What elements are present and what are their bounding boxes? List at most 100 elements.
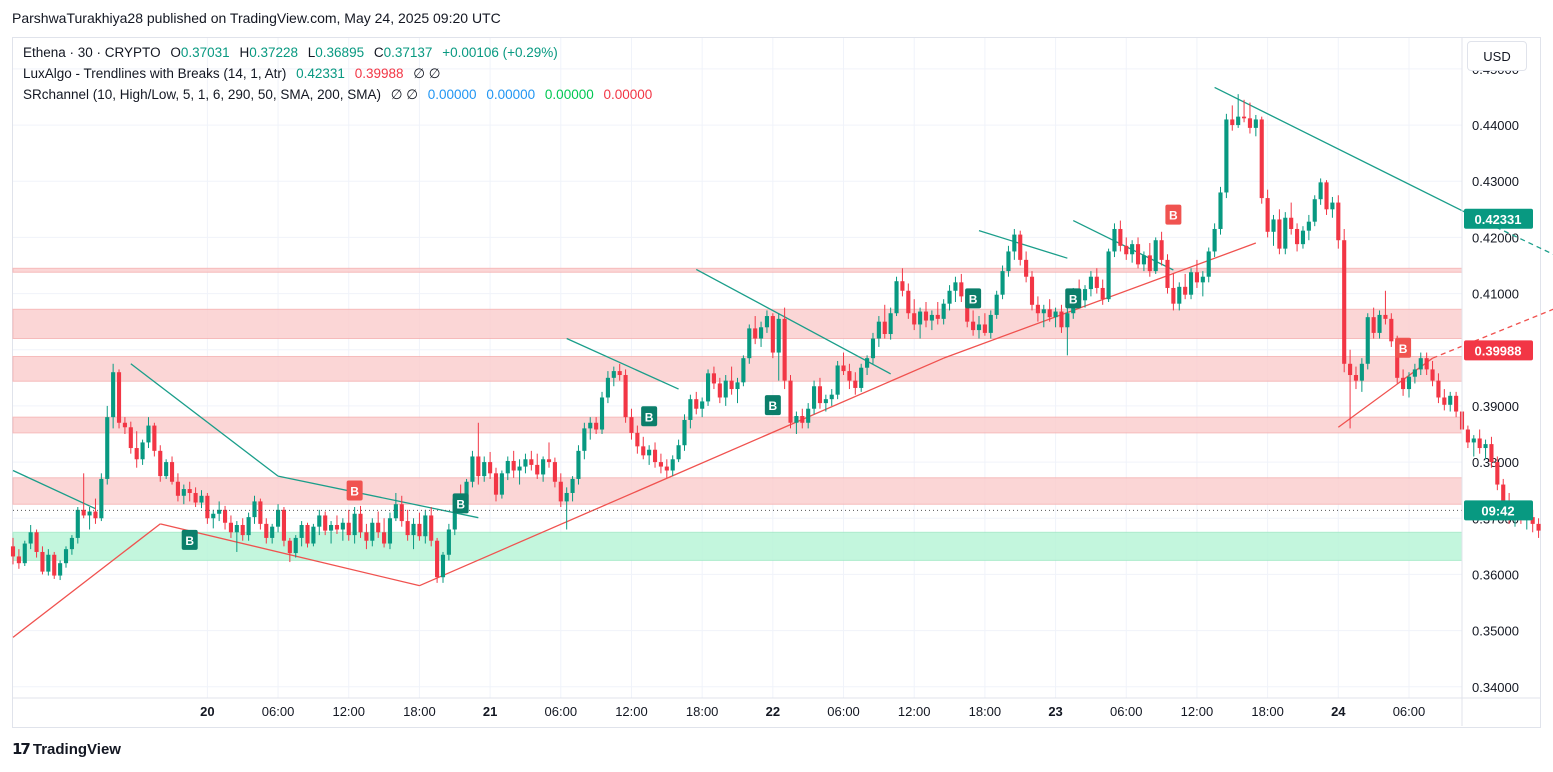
candle-body	[75, 509, 80, 538]
bullish-break-marker	[1065, 288, 1082, 309]
candle-body	[40, 551, 45, 572]
sr-value-3: 0.00000	[544, 87, 594, 102]
candle-body	[1318, 182, 1323, 200]
indicator-name-luxalgo[interactable]: LuxAlgo - Trendlines with Breaks (14, 1,…	[23, 66, 287, 81]
candle-body	[664, 466, 669, 471]
candle-body	[647, 449, 652, 456]
time-tick-label: 06:00	[1110, 704, 1143, 719]
candle-body	[81, 509, 86, 516]
candle-body	[1206, 251, 1211, 277]
candle-body	[482, 462, 487, 477]
indicator-name-srchannel[interactable]: SRchannel (10, High/Low, 5, 1, 6, 290, 5…	[23, 87, 381, 102]
candle-body	[806, 408, 811, 423]
candle-body	[982, 324, 987, 333]
candle-body	[370, 522, 375, 541]
candle-body	[988, 314, 993, 333]
candle-body	[511, 460, 516, 471]
candle-body	[947, 290, 952, 304]
low-value: 0.36895	[315, 45, 365, 60]
price-tick-label: 0.36000	[1472, 567, 1519, 582]
down-trendline	[566, 337, 679, 390]
candle-body	[929, 314, 934, 321]
bullish-break-marker	[181, 529, 198, 550]
indicator-value-lower: 0.39988	[354, 66, 404, 81]
candle-body	[158, 450, 163, 477]
candle-body	[222, 509, 228, 523]
candle-body	[52, 554, 57, 576]
down-trendline	[130, 363, 279, 477]
candle-body	[305, 524, 310, 544]
candle-body	[411, 523, 416, 536]
candle-body	[16, 556, 21, 564]
candle-body	[711, 373, 717, 384]
tradingview-logo[interactable]: 𝟭𝟳 TradingView	[12, 740, 121, 759]
candle-body	[205, 495, 210, 519]
indicator-legend-luxalgo: LuxAlgo - Trendlines with Breaks (14, 1,…	[23, 66, 447, 82]
candle-body	[1418, 358, 1423, 370]
candle-body	[764, 316, 770, 328]
candle-body	[199, 495, 204, 503]
candle-body	[918, 311, 923, 325]
candle-body	[670, 459, 675, 471]
candle-body	[376, 522, 381, 533]
candle-body	[287, 540, 292, 554]
candle-body	[470, 456, 475, 482]
time-tick-label: 20	[200, 704, 214, 719]
candle-body	[1147, 255, 1152, 272]
candle-body	[941, 303, 946, 319]
candle-body	[900, 281, 905, 291]
chart-frame[interactable]	[12, 37, 1541, 728]
candle-body	[723, 380, 728, 398]
candle-body	[676, 445, 681, 460]
candle-body	[870, 338, 876, 359]
symbol-name[interactable]: Ethena · 30 · CRYPTO	[23, 45, 161, 60]
ohlc-high: H0.37228	[239, 45, 298, 60]
currency-button[interactable]: USD	[1467, 41, 1527, 71]
candle-body	[688, 399, 693, 420]
time-tick-label: 06:00	[827, 704, 860, 719]
candle-body	[1188, 272, 1194, 295]
candle-body	[452, 498, 457, 530]
candle-body	[1165, 259, 1170, 288]
high-label: H	[239, 45, 250, 60]
candle-body	[28, 532, 33, 544]
candle-body	[1194, 272, 1200, 283]
candle-body	[128, 427, 133, 449]
candle-body	[252, 501, 257, 518]
break-marker-label: B	[456, 497, 465, 511]
candle-body	[234, 524, 239, 533]
support-zone	[12, 531, 1463, 561]
candle-body	[953, 282, 958, 291]
candle-body	[340, 522, 345, 530]
candle-body	[1065, 313, 1070, 328]
candle-body	[1212, 228, 1217, 252]
candle-body	[994, 294, 999, 315]
bullish-break-marker	[641, 406, 658, 427]
candle-body	[1371, 317, 1376, 333]
candle-body	[1489, 444, 1494, 463]
candle-body	[594, 422, 599, 430]
candle-body	[658, 462, 663, 467]
symbol-legend: Ethena · 30 · CRYPTO O0.37031 H0.37228 L…	[23, 45, 564, 60]
candle-body	[912, 313, 917, 325]
price-axis-tag	[1464, 340, 1533, 361]
candle-body	[617, 371, 622, 376]
time-tick-label: 06:00	[262, 704, 295, 719]
resistance-zone	[12, 477, 1463, 505]
time-tick-label: 18:00	[969, 704, 1002, 719]
candle-body	[1200, 276, 1205, 283]
price-tick-label: 0.34000	[1472, 680, 1519, 695]
candle-body	[1082, 289, 1088, 301]
candle-body	[435, 540, 440, 578]
candle-body	[187, 489, 192, 493]
break-marker-label: B	[769, 399, 778, 413]
time-tick-label: 24	[1331, 704, 1346, 719]
bullish-break-marker	[764, 395, 781, 416]
candle-body	[564, 492, 569, 502]
candle-body	[493, 473, 499, 495]
candle-body	[346, 522, 351, 536]
down-trendline	[1072, 219, 1174, 271]
candle-body	[812, 386, 817, 409]
candle-body	[1112, 228, 1117, 252]
